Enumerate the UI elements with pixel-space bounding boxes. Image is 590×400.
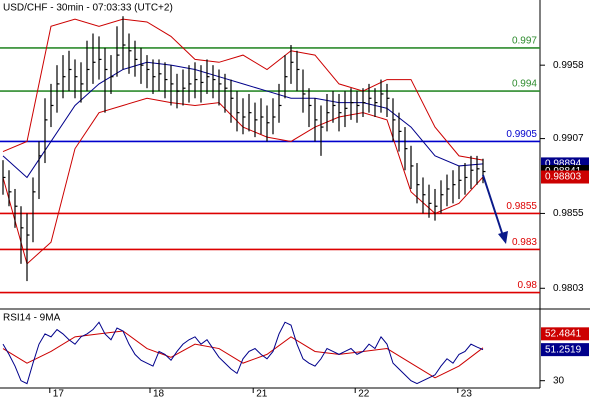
level-label: 0.994 <box>512 79 537 90</box>
x-tick-label: 23 <box>461 389 473 400</box>
x-tick-label: 17 <box>53 389 65 400</box>
chart-title: USD/CHF - 30min - 07:03:33 (UTC+2) <box>3 3 173 14</box>
y-tick-label: 0.9803 <box>553 283 584 294</box>
level-label: 0.983 <box>512 237 537 248</box>
lower-band-value-box <box>541 170 589 184</box>
rsi-line <box>2 321 484 385</box>
y-tick-label: 0.9958 <box>553 60 584 71</box>
lower-band-value: 0.98803 <box>545 172 582 183</box>
level-label: 0.9905 <box>506 129 537 140</box>
rsi-title-bg <box>0 311 66 325</box>
plot-layer: 0.9958 0.9907 0.9855 0.9803 0.997 0.994 0.9905… <box>0 16 589 400</box>
x-tick-label: 21 <box>256 389 268 400</box>
level-label: 0.98 <box>518 280 538 291</box>
rsi-value-box <box>541 343 589 357</box>
ma-value: 0.98894 <box>545 159 582 170</box>
rsi-value: 51.2519 <box>545 344 582 355</box>
moving-average <box>2 61 484 179</box>
level-label: 0.997 <box>512 36 537 47</box>
y-tick-label: 0.9855 <box>553 208 584 219</box>
forecast-arrow-head <box>498 231 508 244</box>
rsi-ma-value: 52.4841 <box>545 328 582 339</box>
rsi-ma-value-box <box>541 327 589 341</box>
bollinger-upper <box>2 18 484 161</box>
x-tick-label: 22 <box>358 389 370 400</box>
x-tick-label: 18 <box>153 389 165 400</box>
forecast-arrow <box>482 174 504 237</box>
title-bg <box>0 0 188 15</box>
rsi-title: RSI14 - 9MA <box>3 313 61 324</box>
y-tick-label: 30 <box>553 375 565 386</box>
y-tick-label: 0.9907 <box>553 133 584 144</box>
level-label: 0.9855 <box>506 201 537 212</box>
